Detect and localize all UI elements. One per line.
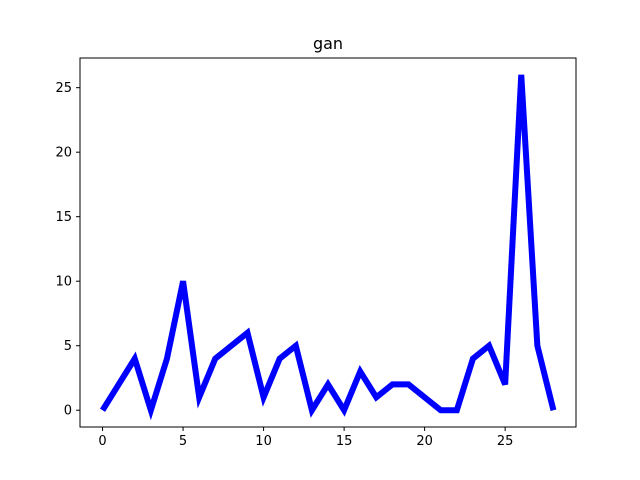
x-tick-label: 20 — [416, 434, 433, 449]
y-axis: 0 5 10 15 20 25 — [55, 81, 80, 419]
x-tick-label: 5 — [179, 434, 187, 449]
y-tick-label: 25 — [55, 81, 72, 96]
y-tick-label: 20 — [55, 146, 72, 161]
y-tick-label: 10 — [55, 275, 72, 290]
axes-frame — [79, 57, 577, 428]
plot-area — [100, 74, 557, 421]
chart-title: gan — [313, 34, 343, 53]
y-tick-label: 15 — [55, 210, 72, 225]
x-axis: 0 5 10 15 20 25 — [98, 427, 513, 449]
y-tick-label: 5 — [64, 339, 72, 354]
series-line — [100, 74, 557, 421]
x-tick-label: 15 — [336, 434, 353, 449]
x-tick-label: 25 — [497, 434, 514, 449]
y-tick-label: 0 — [64, 404, 72, 419]
x-tick-label: 10 — [255, 434, 272, 449]
x-tick-label: 0 — [98, 434, 106, 449]
